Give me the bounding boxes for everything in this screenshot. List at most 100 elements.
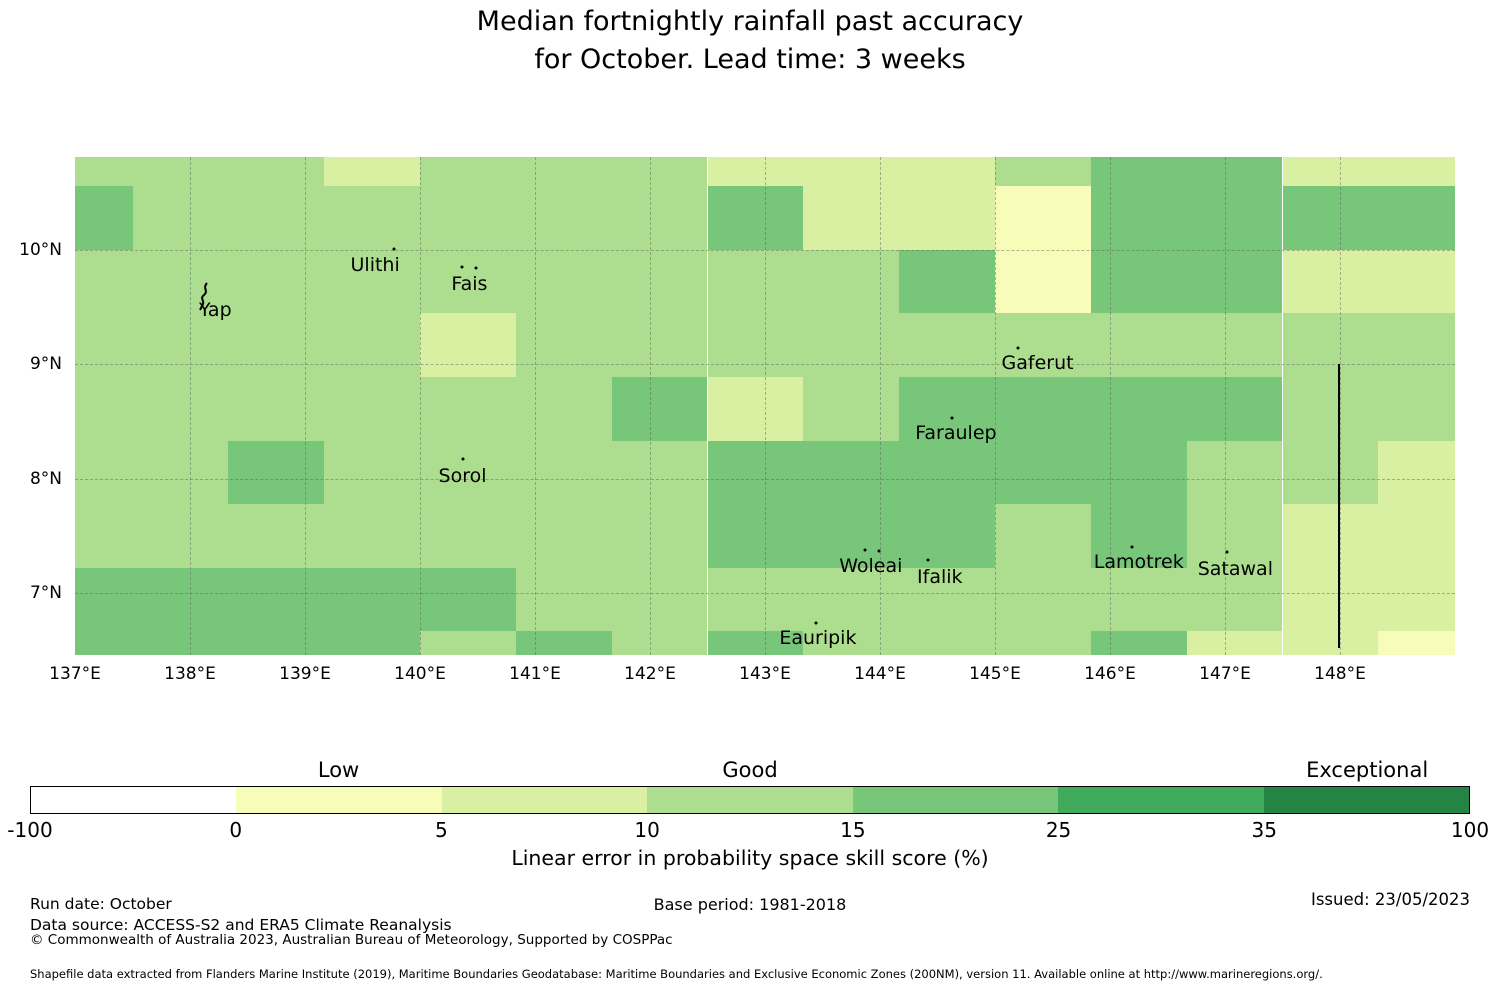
map-cell	[132, 157, 229, 187]
island-marker-icon	[474, 266, 478, 270]
colorbar-segment	[1058, 787, 1264, 813]
map-cell	[228, 186, 325, 250]
island-label: Ulithi	[350, 253, 400, 276]
map-cell	[1282, 567, 1379, 632]
map-cell	[132, 631, 229, 655]
grid-line-horizontal	[75, 593, 1455, 595]
map-cell	[132, 440, 229, 505]
map-cell	[995, 157, 1091, 187]
map-cell	[420, 313, 516, 377]
grid-line-horizontal	[75, 249, 1455, 251]
colorbar-tick-label: 0	[229, 818, 243, 842]
map-cell	[228, 440, 325, 505]
map-cell	[1186, 249, 1283, 314]
island-marker-icon	[1225, 550, 1229, 554]
map-cell	[75, 313, 133, 377]
map-cell	[228, 376, 325, 441]
chart-title-line2: for October. Lead time: 3 weeks	[534, 44, 966, 75]
map-cell	[803, 567, 900, 632]
map-cell	[899, 504, 995, 568]
colorbar-segment	[647, 787, 853, 813]
colorbar	[30, 786, 1470, 814]
map-cell	[1186, 157, 1283, 187]
x-tick-label: 145°E	[969, 664, 1021, 684]
map-cell	[515, 567, 612, 632]
map-cell	[803, 157, 900, 187]
colorbar-tick-label: 25	[1045, 818, 1072, 842]
island-label: Yap	[198, 299, 232, 322]
copyright-text: © Commonwealth of Australia 2023, Austra…	[30, 932, 673, 948]
map-cell	[515, 376, 612, 441]
map-cell	[707, 249, 804, 314]
island-marker-icon	[392, 247, 396, 251]
map-cell	[899, 376, 995, 441]
map-cell	[1186, 567, 1283, 632]
colorbar-category-label: Good	[722, 758, 778, 782]
map-cell	[324, 567, 420, 632]
grid-line-vertical	[765, 157, 766, 655]
map-cell	[611, 186, 708, 250]
map-cell	[75, 249, 133, 314]
map-cell	[228, 504, 325, 568]
map-cell	[1378, 440, 1455, 505]
map-cell	[1090, 504, 1187, 568]
map-cell	[75, 157, 133, 187]
island-marker-icon	[814, 621, 818, 625]
map-cell	[1378, 313, 1455, 377]
grid-line-vertical	[1225, 157, 1226, 655]
map-cell	[995, 313, 1091, 377]
map-cell	[899, 631, 995, 655]
x-tick-label: 142°E	[624, 664, 676, 684]
colorbar-category-label: Low	[317, 758, 360, 782]
map-cell	[899, 249, 995, 314]
chart-title-line1: Median fortnightly rainfall past accurac…	[476, 6, 1024, 37]
map-cell	[420, 631, 516, 655]
map-cell	[420, 567, 516, 632]
map-cell	[1378, 631, 1455, 655]
map-cell	[75, 631, 133, 655]
x-tick-label: 147°E	[1199, 664, 1251, 684]
map-cell	[611, 157, 708, 187]
x-tick-label: 146°E	[1084, 664, 1136, 684]
island-label: Eauripik	[779, 626, 857, 649]
colorbar-segment	[441, 787, 648, 813]
map-cell	[1282, 376, 1379, 441]
base-period-text: Base period: 1981-2018	[653, 895, 847, 914]
map-cell	[515, 440, 612, 505]
map-cell	[995, 186, 1091, 250]
map-cell	[1090, 631, 1187, 655]
map-cell	[515, 249, 612, 314]
map-cell	[324, 631, 420, 655]
map-cell	[899, 313, 995, 377]
map-cell	[1378, 567, 1455, 632]
x-tick-label: 139°E	[279, 664, 331, 684]
map-cell	[899, 567, 995, 632]
map-cell	[132, 249, 229, 314]
colorbar-segment	[852, 787, 1059, 813]
map-cell	[707, 440, 804, 505]
map-cell	[515, 504, 612, 568]
grid-line-vertical	[305, 157, 306, 655]
map-cell	[1186, 313, 1283, 377]
island-marker-icon	[950, 416, 954, 420]
x-tick-label: 143°E	[739, 664, 791, 684]
map-cell	[611, 376, 708, 441]
map-cell	[1378, 157, 1455, 187]
island-marker-icon	[1016, 346, 1020, 350]
map-cell	[228, 567, 325, 632]
map-cell	[1282, 440, 1379, 505]
map-cell	[611, 313, 708, 377]
map-cell	[995, 631, 1091, 655]
map-cell	[995, 376, 1091, 441]
island-label: Ifalik	[917, 566, 963, 589]
colorbar-tick-label: 5	[435, 818, 448, 842]
colorbar-segment	[31, 787, 237, 813]
shapefile-attribution-text: Shapefile data extracted from Flanders M…	[30, 967, 1323, 981]
map-cell	[324, 186, 420, 250]
map-cell	[228, 249, 325, 314]
map-cell	[707, 567, 804, 632]
colorbar-tick-label: 10	[634, 818, 660, 842]
island-label: Woleai	[839, 554, 903, 577]
grid-line-vertical	[650, 157, 651, 655]
map-cell	[1282, 186, 1379, 250]
